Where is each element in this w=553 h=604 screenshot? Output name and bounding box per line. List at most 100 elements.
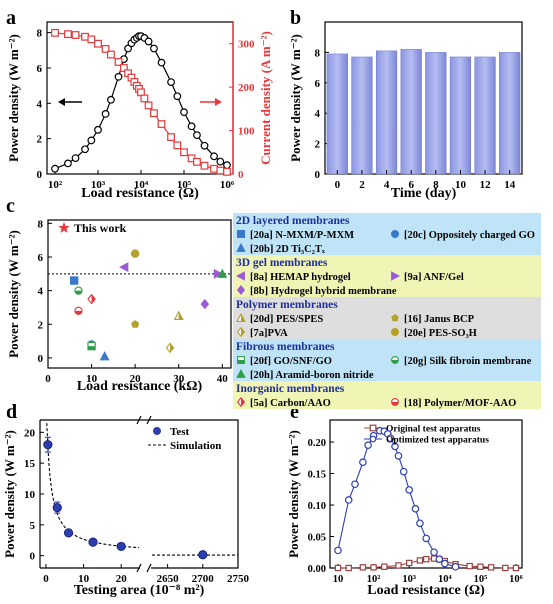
legend-marker-fill [241,314,245,322]
legend-entry: [16] Janus BCP [404,314,475,325]
y-tick-label: 2 [315,139,321,151]
y-axis-label: Power density (W m⁻²) [286,430,301,558]
legend-marker [369,435,377,443]
x-tick-label: 2650 [157,573,180,585]
legend-entry: [8b] Hydrogel hybrid membrane [250,286,397,297]
data-point [422,534,430,543]
data-point [466,562,473,570]
test-point [52,502,62,513]
data-point [150,44,158,53]
data-point [200,298,210,310]
y-tick-label: 10 [24,489,36,501]
plot-frame [47,219,232,369]
y-tick-label: 2 [37,134,43,146]
data-point [440,559,449,568]
data-point [71,31,80,39]
legend-entry: [20f] GO/SNF/GO [250,356,332,367]
data-point-fill [74,310,83,315]
data-point [477,563,484,570]
legend-entry: [9a] ANF/Gel [404,272,464,283]
legend-group-bg [233,339,541,381]
y-tick-label: 0.15 [308,470,326,481]
data-point [81,145,89,154]
axis-break [136,563,142,573]
data-point [213,268,224,279]
axis-break [146,563,152,573]
data-point [193,131,201,140]
legend-entry: [20c] Oppositely charged GO [404,230,535,241]
y-tick-label: 0.10 [308,501,326,512]
x-tick-label: 10² [367,574,381,585]
panel-b-chart: 0 2 4 6 8 0 2 4 6 8 10 12 14 Time (day) Power density … [288,21,523,201]
data-point [180,108,188,117]
x-tick-label: 0 [335,179,341,191]
legend-entry: [7a]PVA [250,328,288,339]
legend-marker-fill [241,397,245,407]
legend-marker [236,369,246,378]
x-tick-label: 30 [173,373,185,385]
x-tick-label: 2750 [227,573,250,585]
data-point [200,161,209,170]
x-axis-label: Testing area (10⁻⁸ m²) [74,583,205,598]
left-arrow-head [58,98,65,106]
y-tick-label: 2 [38,319,44,331]
bar [326,53,348,175]
test-point [63,528,74,538]
x-tick-label: 0 [43,573,49,585]
legend-group-header: Polymer membranes [236,299,338,311]
test-point [88,537,98,547]
test-point [116,541,126,552]
data-point [87,35,96,44]
data-point [394,452,403,460]
y2-tick-label: 100 [238,126,255,138]
data-point [157,120,166,128]
x-axis-label: Load resistance (kΩ) [77,379,203,394]
y-tick-label: 4 [315,108,321,120]
panel-label-b: b [290,7,301,29]
data-point [430,548,438,557]
x-tick-label: 10³ [91,179,106,191]
x-tick-label: 2700 [192,573,215,585]
y-tick-label: 8 [38,218,44,230]
series-line-1 [337,430,456,568]
data-point [334,564,342,572]
simulation-curve [46,423,140,549]
panel-label-a: a [6,7,16,29]
plot-frame [329,419,523,569]
legend-marker-fill [391,360,399,364]
bar [351,56,373,175]
x-tick-label: 10⁵ [474,574,488,585]
bar [499,52,521,175]
x-axis-label: Load resistance (Ω) [367,583,485,598]
legend-group-bg [233,381,541,409]
bar [449,56,472,175]
legend-group-header: Inorganic membranes [236,383,345,395]
y-tick-label: 6 [315,78,321,90]
bar [474,56,496,175]
data-point [210,164,218,173]
x-tick-label: 10 [455,179,467,191]
legend-entry-test: Test [170,426,189,438]
data-point [167,78,175,86]
data-point [130,249,140,258]
x-tick-label: 8 [433,179,439,191]
data-point [167,133,175,141]
data-point [345,564,352,572]
data-point [119,262,129,273]
data-point [99,351,110,361]
data-point [406,559,413,567]
y2-axis-label: Current density (A m⁻²) [258,31,273,165]
y-tick-label: 4 [38,286,44,298]
data-point [94,125,102,134]
data-point [216,157,225,166]
legend-group-header: 3D gel membranes [236,257,328,269]
y-tick-label: 8 [37,28,43,40]
legend-marker-fill [391,402,399,406]
x-axis-label: Load resistance (Ω) [81,186,199,201]
data-point [94,39,102,48]
y-axis-label: Power density (W m⁻²) [288,34,303,162]
legend-entry: [5a] Carbon/AAO [250,398,331,409]
panel-label-d: d [6,401,17,423]
